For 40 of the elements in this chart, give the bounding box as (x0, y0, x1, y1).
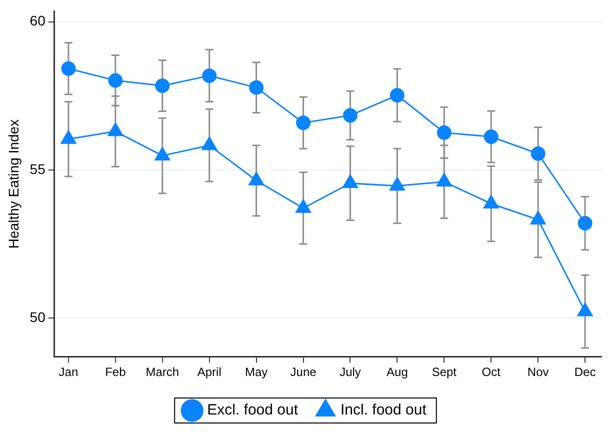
x-tick-label: May (244, 365, 268, 380)
x-tick-label: June (290, 365, 317, 380)
x-tick-label: Nov (527, 365, 549, 380)
x-tick-label: Dec (574, 365, 596, 380)
point (249, 80, 264, 95)
point (530, 146, 546, 161)
point (296, 116, 311, 130)
point (61, 61, 76, 76)
point (530, 210, 546, 224)
x-tick-label: April (197, 365, 222, 380)
point (202, 136, 218, 150)
point (202, 68, 217, 83)
point (342, 174, 358, 188)
point (390, 88, 404, 103)
legend-label: Incl. food out (340, 402, 428, 419)
x-tick-label: Sept (432, 365, 458, 380)
point (390, 177, 405, 191)
point (436, 173, 452, 187)
y-tick-label: 60 (30, 12, 46, 29)
x-tick-label: Oct (482, 365, 502, 380)
point (248, 172, 264, 186)
x-tick-label: Aug (386, 365, 408, 380)
point (296, 199, 311, 213)
point (60, 130, 76, 144)
point (342, 108, 358, 123)
point (108, 122, 124, 136)
point (154, 146, 170, 160)
point (483, 194, 499, 208)
y-tick-label: 55 (30, 160, 46, 177)
x-tick-label: July (340, 365, 361, 380)
y-axis-title: Healthy Eating Index (5, 119, 22, 249)
point (155, 78, 170, 94)
point (484, 129, 498, 144)
y-tick-label: 50 (30, 308, 46, 325)
legend-label: Excl. food out (207, 402, 299, 419)
x-tick-label: Jan (58, 365, 78, 380)
point (436, 125, 452, 140)
point (108, 73, 123, 88)
x-tick-label: Feb (105, 365, 126, 380)
x-tick-label: March (146, 365, 180, 380)
